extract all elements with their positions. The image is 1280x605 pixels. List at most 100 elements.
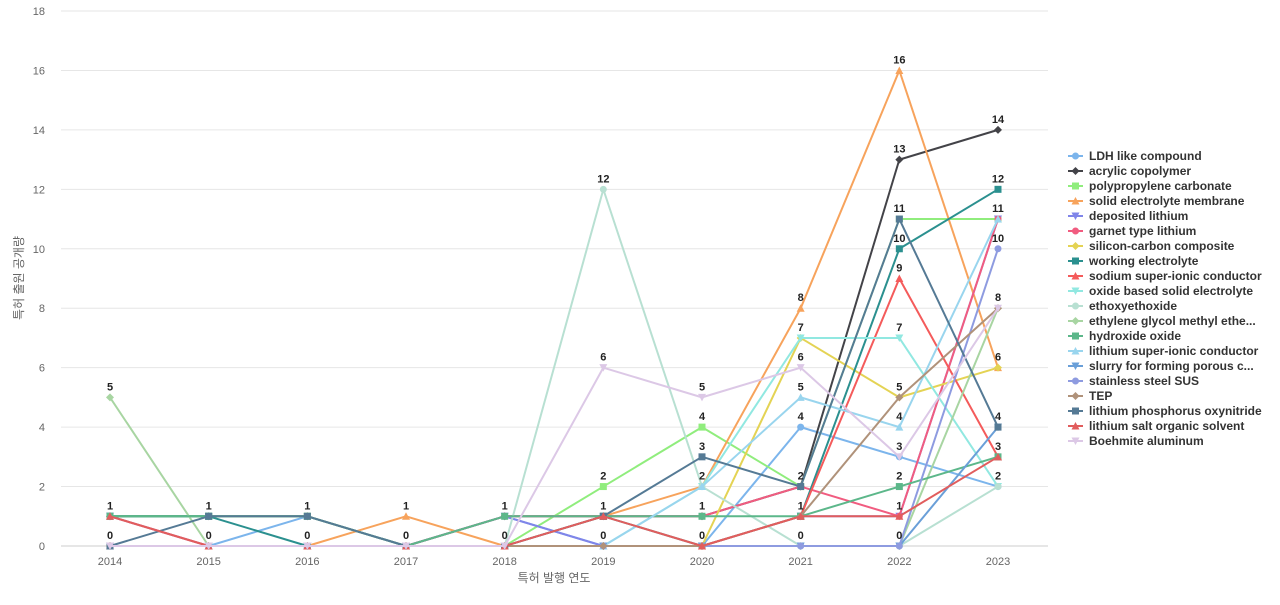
data-point[interactable] bbox=[204, 542, 213, 551]
data-point[interactable] bbox=[599, 364, 608, 372]
legend-marker[interactable] bbox=[1072, 182, 1079, 190]
legend-marker[interactable] bbox=[1072, 302, 1079, 310]
legend-item[interactable]: lithium phosphorus oxynitride bbox=[1068, 404, 1262, 418]
data-label: 2 bbox=[896, 471, 902, 483]
legend-marker[interactable] bbox=[1071, 242, 1080, 250]
data-point[interactable] bbox=[599, 483, 607, 491]
legend-marker[interactable] bbox=[1071, 422, 1080, 430]
data-point[interactable] bbox=[796, 512, 805, 520]
data-point[interactable] bbox=[402, 542, 410, 551]
legend-item[interactable]: silicon-carbon composite bbox=[1068, 239, 1235, 253]
legend-item[interactable]: polypropylene carbonate bbox=[1068, 179, 1232, 193]
series-line[interactable] bbox=[110, 248, 999, 547]
data-point[interactable] bbox=[796, 364, 805, 372]
data-point[interactable] bbox=[106, 512, 114, 520]
data-point[interactable] bbox=[698, 542, 706, 550]
legend-item[interactable]: ethylene glycol methyl ethe... bbox=[1068, 314, 1256, 328]
data-point[interactable] bbox=[994, 423, 1002, 431]
legend-item[interactable]: slurry for forming porous c... bbox=[1068, 359, 1254, 373]
legend-marker[interactable] bbox=[1071, 317, 1080, 325]
data-point[interactable] bbox=[895, 215, 903, 223]
legend-item[interactable]: stainless steel SUS bbox=[1068, 374, 1199, 388]
data-point[interactable] bbox=[698, 482, 706, 491]
data-point[interactable] bbox=[895, 155, 904, 164]
data-point[interactable] bbox=[303, 542, 312, 551]
x-tick-label: 2022 bbox=[887, 556, 911, 568]
data-point[interactable] bbox=[895, 245, 903, 253]
data-label: 4 bbox=[896, 411, 903, 423]
data-point[interactable] bbox=[994, 125, 1002, 134]
data-point[interactable] bbox=[796, 334, 805, 342]
legend-marker[interactable] bbox=[1071, 287, 1080, 296]
legend-item[interactable]: TEP bbox=[1068, 389, 1112, 403]
legend-item[interactable]: LDH like compound bbox=[1068, 149, 1202, 163]
data-point[interactable] bbox=[698, 423, 706, 431]
legend-marker[interactable] bbox=[1072, 332, 1079, 340]
series-line[interactable] bbox=[110, 455, 999, 547]
legend-marker[interactable] bbox=[1072, 257, 1079, 265]
data-point[interactable] bbox=[994, 363, 1002, 372]
data-point[interactable] bbox=[994, 185, 1002, 193]
data-point[interactable] bbox=[895, 393, 904, 402]
series-line[interactable] bbox=[110, 307, 999, 547]
data-point[interactable] bbox=[500, 542, 509, 551]
data-point[interactable] bbox=[698, 393, 706, 402]
legend-item[interactable]: hydroxide oxide bbox=[1068, 329, 1181, 343]
data-point[interactable] bbox=[599, 512, 608, 520]
data-point[interactable] bbox=[698, 453, 706, 461]
data-point[interactable] bbox=[994, 452, 1002, 461]
data-point[interactable] bbox=[797, 542, 805, 550]
legend-marker[interactable] bbox=[1071, 197, 1080, 205]
data-point[interactable] bbox=[895, 66, 904, 74]
data-point[interactable] bbox=[796, 393, 805, 401]
data-point[interactable] bbox=[895, 483, 903, 491]
legend-item[interactable]: working electrolyte bbox=[1068, 254, 1199, 268]
data-point[interactable] bbox=[895, 423, 904, 431]
data-point[interactable] bbox=[895, 453, 904, 461]
data-point[interactable] bbox=[797, 423, 805, 431]
data-point[interactable] bbox=[994, 245, 1002, 253]
legend-marker[interactable] bbox=[1072, 377, 1079, 385]
data-point[interactable] bbox=[895, 274, 904, 283]
data-point[interactable] bbox=[599, 185, 607, 193]
legend-marker[interactable] bbox=[1071, 362, 1080, 371]
legend-item[interactable]: ethoxyethoxide bbox=[1068, 299, 1177, 313]
legend-marker[interactable] bbox=[1071, 167, 1080, 175]
legend-item[interactable]: sodium super-ionic conductor bbox=[1068, 269, 1262, 283]
data-point[interactable] bbox=[402, 512, 410, 520]
data-label: 0 bbox=[107, 530, 113, 542]
legend-item[interactable]: oxide based solid electrolyte bbox=[1068, 284, 1253, 298]
legend-item[interactable]: lithium super-ionic conductor bbox=[1068, 344, 1259, 358]
legend-item[interactable]: lithium salt organic solvent bbox=[1068, 419, 1244, 433]
legend-marker[interactable] bbox=[1072, 407, 1079, 415]
legend-marker[interactable] bbox=[1071, 272, 1080, 280]
legend-marker[interactable] bbox=[1072, 152, 1079, 160]
legend-marker[interactable] bbox=[1072, 227, 1079, 235]
data-point[interactable] bbox=[106, 542, 114, 551]
legend-marker[interactable] bbox=[1071, 392, 1080, 400]
data-point[interactable] bbox=[895, 512, 904, 520]
data-point[interactable] bbox=[501, 512, 509, 520]
data-point[interactable] bbox=[994, 215, 1002, 223]
legend-label: TEP bbox=[1089, 389, 1112, 403]
legend-marker[interactable] bbox=[1071, 347, 1080, 355]
data-point[interactable] bbox=[994, 483, 1002, 491]
legend-marker[interactable] bbox=[1071, 212, 1080, 221]
data-point[interactable] bbox=[796, 304, 805, 312]
data-point[interactable] bbox=[303, 512, 311, 520]
legend-item[interactable]: solid electrolyte membrane bbox=[1068, 194, 1245, 208]
data-point[interactable] bbox=[895, 334, 904, 342]
legend-item[interactable]: acrylic copolymer bbox=[1068, 164, 1191, 178]
data-point[interactable] bbox=[698, 512, 706, 520]
legend-marker[interactable] bbox=[1071, 437, 1080, 446]
data-point[interactable] bbox=[994, 304, 1002, 313]
series-line[interactable] bbox=[109, 455, 999, 547]
legend-item[interactable]: deposited lithium bbox=[1068, 209, 1188, 223]
data-point[interactable] bbox=[106, 393, 114, 402]
data-point[interactable] bbox=[895, 542, 903, 550]
data-point[interactable] bbox=[599, 542, 608, 550]
legend-item[interactable]: Boehmite aluminum bbox=[1068, 434, 1204, 448]
data-point[interactable] bbox=[797, 483, 805, 491]
legend-item[interactable]: garnet type lithium bbox=[1068, 224, 1196, 238]
data-point[interactable] bbox=[205, 512, 213, 520]
